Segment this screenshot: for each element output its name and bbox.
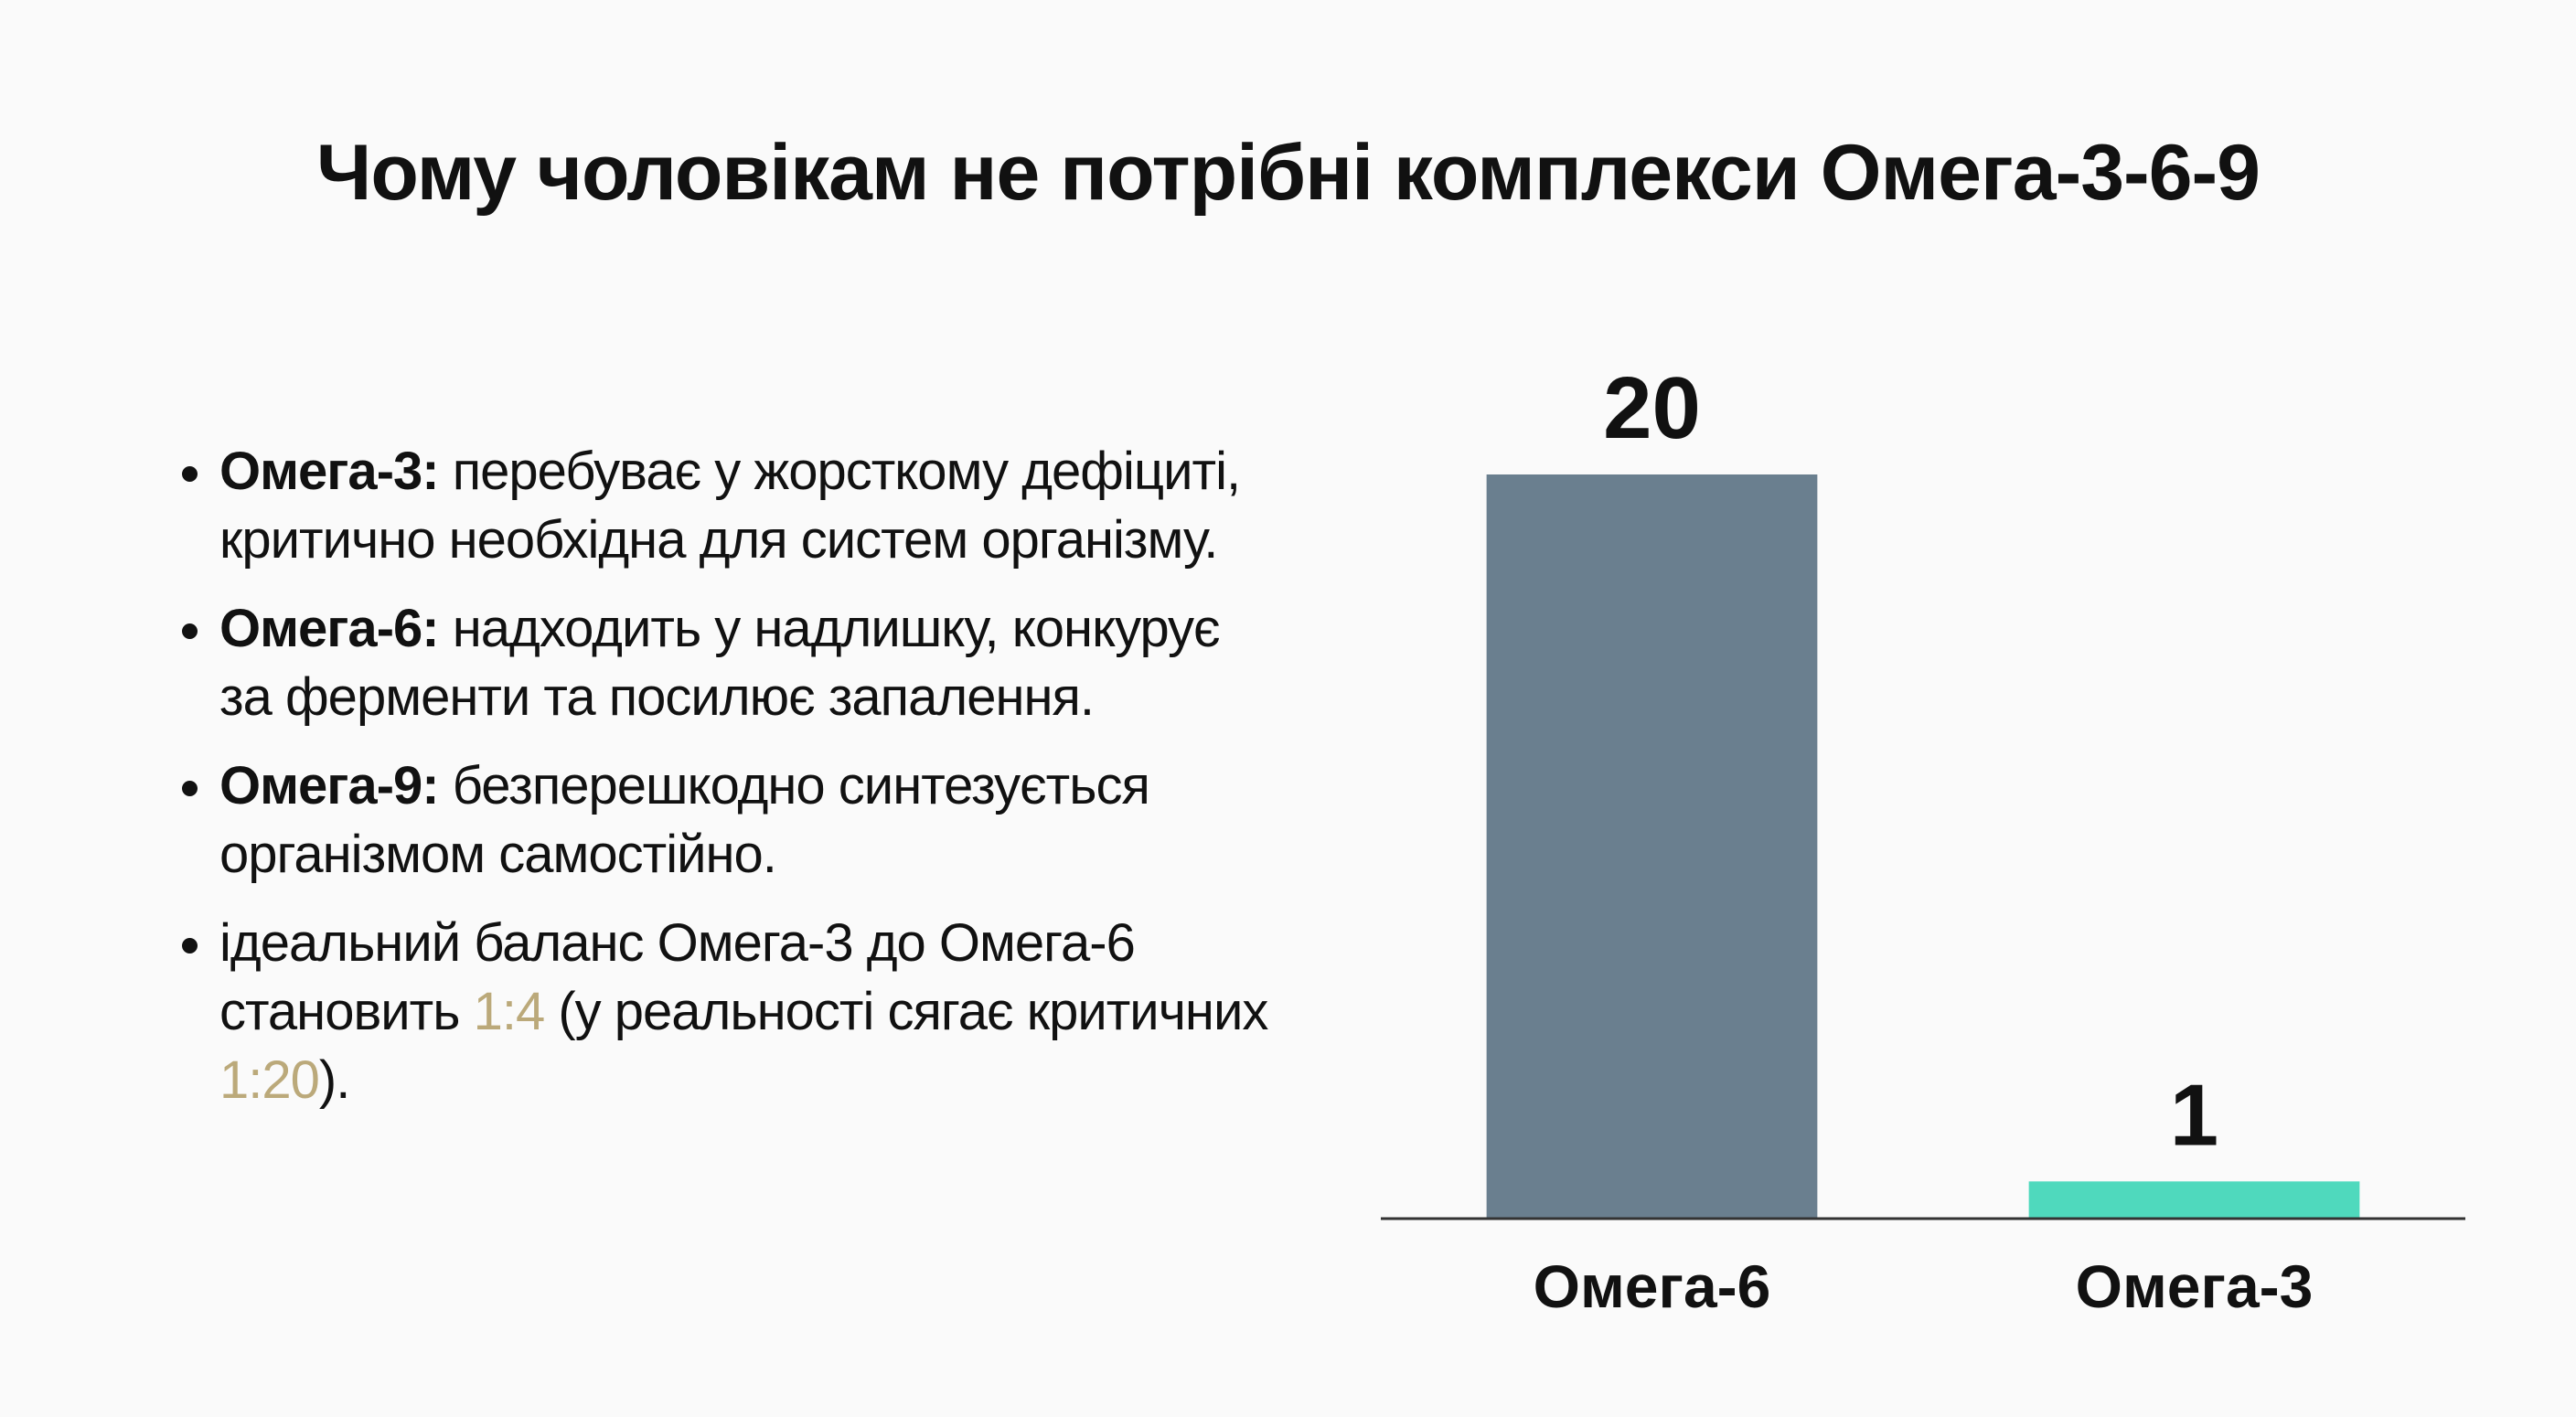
- bullet-text: Омега-9:: [219, 756, 440, 815]
- x-tick-label: Омега-6: [1534, 1252, 1771, 1320]
- bullet-text: 1:4: [473, 982, 546, 1041]
- bar: [1486, 474, 1818, 1219]
- value-label: 20: [1603, 359, 1701, 457]
- bullet-text: Омега-3:: [219, 442, 440, 501]
- bullet: Омега-9: безперешкодно синтезується орга…: [219, 751, 1280, 889]
- slide-title: Чому чоловікам не потрібні комплекси Оме…: [315, 129, 2261, 217]
- x-tick-label: Омега-3: [2076, 1252, 2314, 1320]
- bullet-text: безперешкодно синтезується організмом са…: [219, 756, 1150, 884]
- bullet: Омега-3: перебуває у жорсткому дефіциті,…: [219, 437, 1280, 574]
- bullet-text: (у реальності сягає критичних: [544, 982, 1268, 1041]
- bullet: Омега-6: надходить у надлишку, конкурує …: [219, 594, 1280, 731]
- bullet-list: Омега-3: перебуває у жорсткому дефіциті,…: [174, 437, 1280, 1135]
- bullet-text: Омега-6:: [219, 599, 440, 658]
- bar: [2028, 1181, 2360, 1219]
- value-label: 1: [2170, 1066, 2218, 1164]
- bullet-text: 1:20: [219, 1050, 320, 1110]
- bullet-text: надходить у надлишку, конкурує за фермен…: [219, 599, 1221, 727]
- bullet: ідеальний баланс Омега-3 до Омега-6 стан…: [219, 909, 1280, 1114]
- bullet-text: ідеальний баланс Омега-3 до Омега-6 стан…: [219, 913, 1136, 1041]
- bullet-text: ).: [318, 1050, 350, 1110]
- bullet-text: перебуває у жорсткому дефіциті, критично…: [219, 442, 1241, 570]
